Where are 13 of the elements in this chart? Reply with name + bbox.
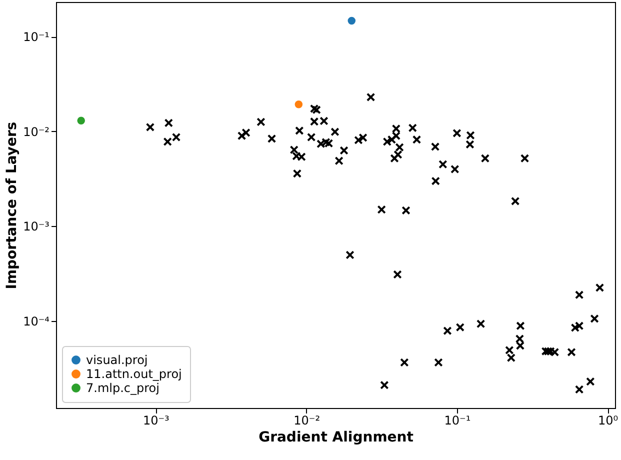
x-axis-title: Gradient Alignment: [258, 430, 414, 446]
legend-label: visual.proj: [86, 353, 148, 367]
y-tick-label: 10⁻¹: [23, 30, 50, 44]
y-tick-label: 10⁻²: [23, 124, 50, 139]
x-tick-label: 10⁻³: [142, 414, 170, 428]
legend-label: 7.mlp.c_proj: [86, 381, 160, 395]
x-tick-label: 10⁻²: [294, 414, 320, 428]
x-tick-label: 10⁰: [598, 414, 618, 428]
y-axis-title: Importance of Layers: [4, 122, 20, 290]
x-tick-label: 10⁻¹: [444, 414, 471, 428]
y-tick-label: 10⁻³: [23, 220, 50, 234]
y-tick-label: 10⁻⁴: [23, 314, 50, 329]
legend-label: 11.attn.out_proj: [86, 367, 182, 381]
